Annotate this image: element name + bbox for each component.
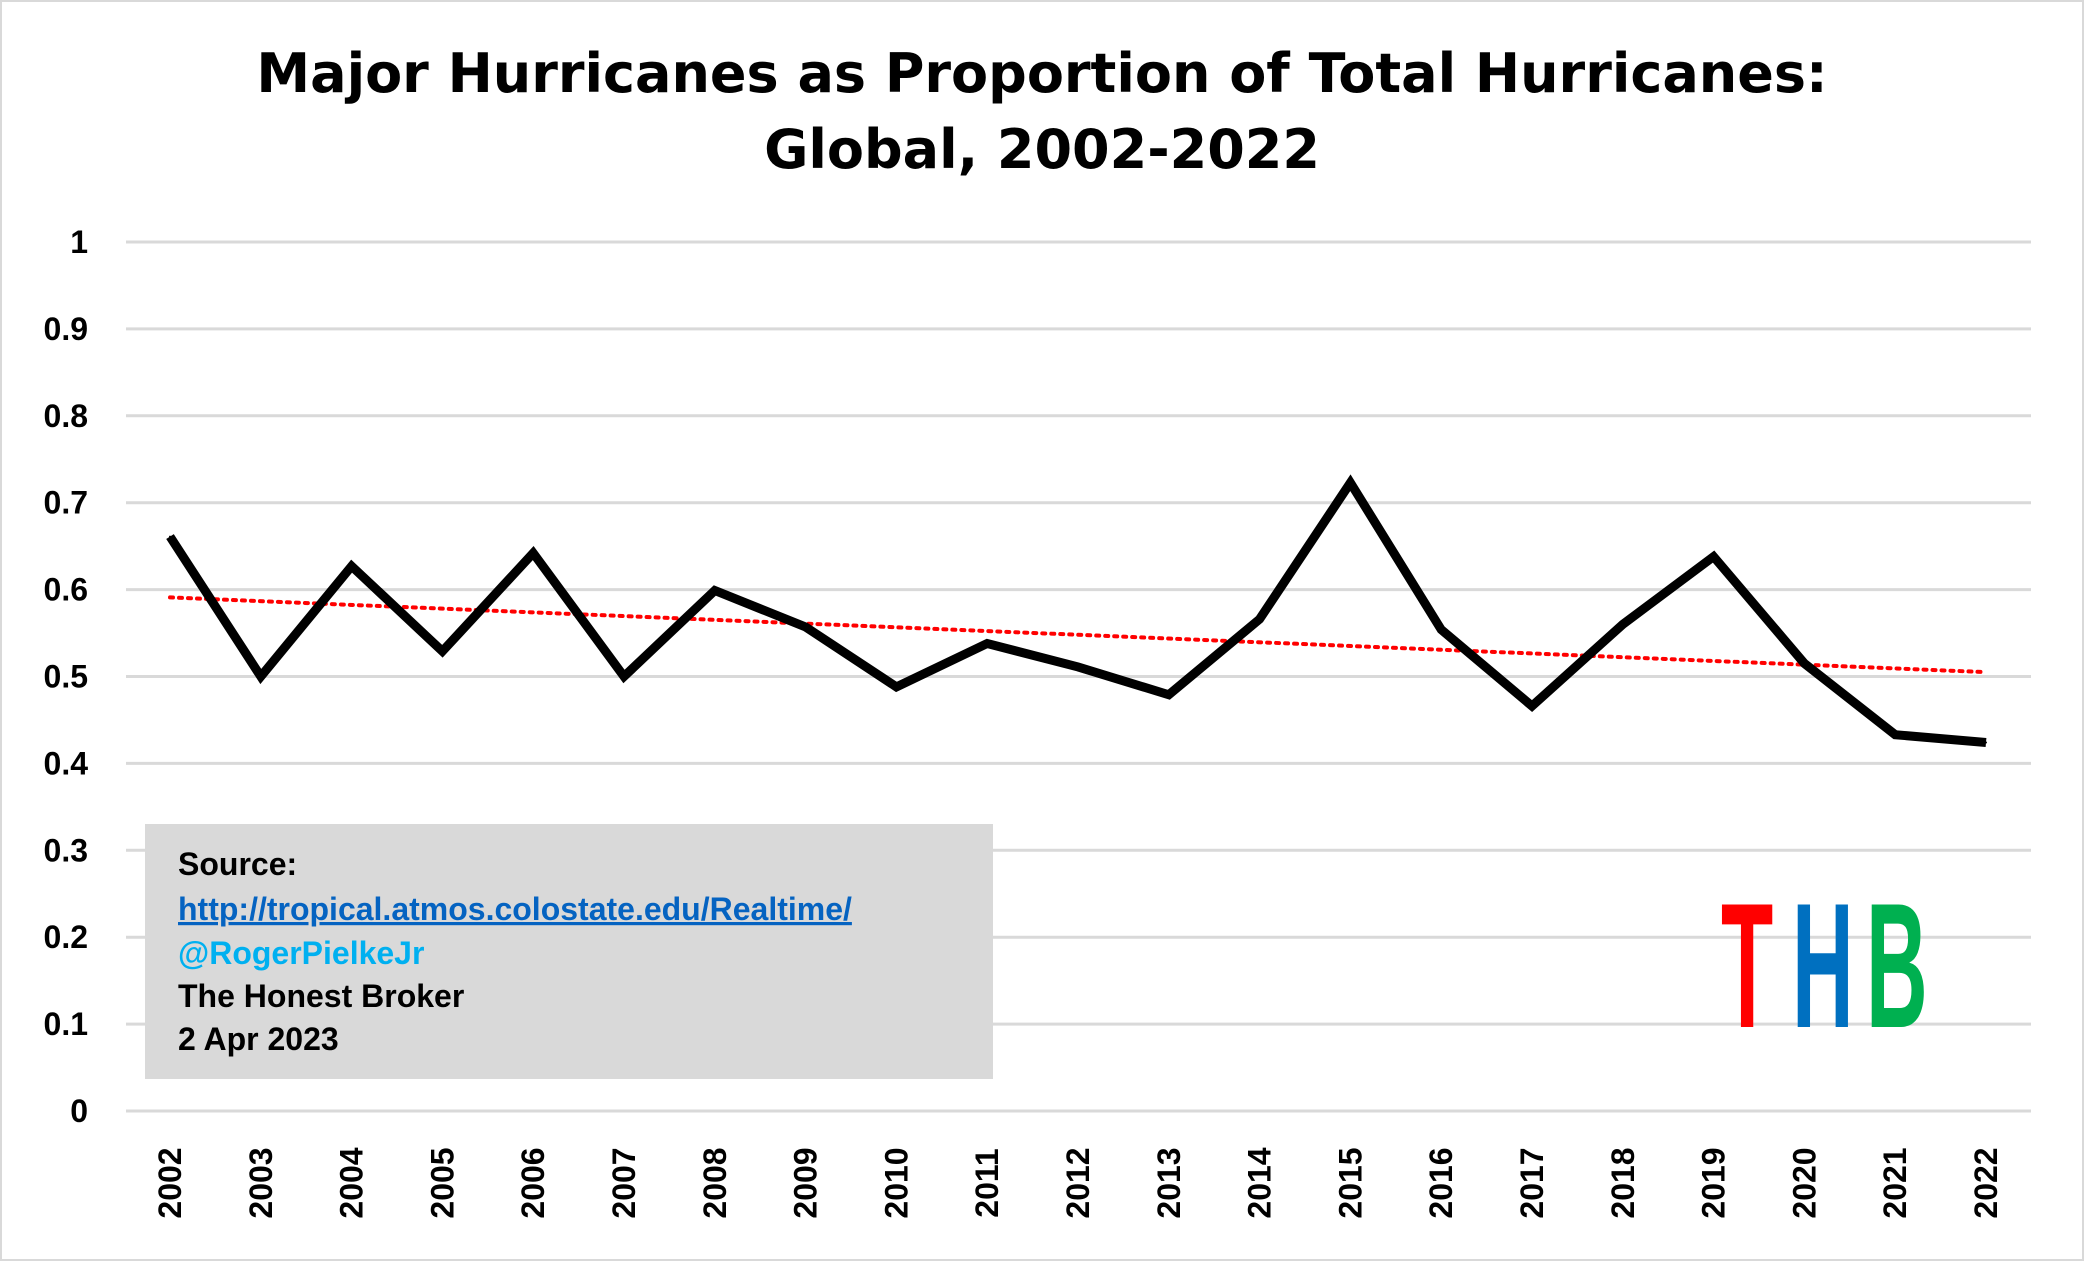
data-point [1077,665,1079,668]
data-point [713,589,716,592]
data-point [1258,618,1261,621]
data-point [169,535,171,538]
x-tick-label: 2016 [1423,1147,1459,1218]
x-tick-label: 2020 [1786,1147,1822,1218]
y-tick-label: 0.8 [44,398,88,434]
x-tick-label: 2005 [424,1147,460,1218]
data-point [1167,693,1170,696]
data-point [1531,705,1533,708]
x-tick-label: 2007 [606,1147,642,1218]
x-tick-label: 2019 [1696,1147,1732,1218]
x-tick-label: 2002 [152,1147,188,1218]
data-point [441,650,444,653]
data-point [895,685,898,688]
data-point [1803,662,1806,665]
y-tick-label: 0.2 [44,919,88,955]
publication-name: The Honest Broker [178,978,464,1014]
data-point [532,552,535,555]
data-point [1621,623,1624,626]
x-tick-label: 2010 [878,1147,914,1218]
data-point [1894,733,1897,736]
y-tick-label: 0.5 [44,659,88,695]
chart-title-line-1: Major Hurricanes as Proportion of Total … [256,42,1827,105]
x-tick-label: 2009 [788,1147,824,1218]
data-point [350,565,353,568]
x-tick-label: 2008 [697,1147,733,1218]
y-tick-label: 0.3 [44,832,88,868]
series-line [166,474,1987,748]
x-tick-label: 2013 [1151,1147,1187,1218]
author-handle[interactable]: @RogerPielkeJr [178,935,424,971]
x-tick-label: 2014 [1242,1147,1278,1218]
y-tick-label: 0.6 [44,572,88,608]
logo-letter-t: T [1721,866,1773,1065]
y-tick-label: 0.4 [44,745,89,781]
x-tick-label: 2011 [969,1148,1005,1217]
data-point [623,675,625,678]
x-tick-label: 2012 [1060,1147,1096,1218]
chart-title-line-2: Global, 2002-2022 [764,118,1320,181]
data-point [1440,628,1443,631]
x-tick-label: 2018 [1605,1147,1641,1218]
x-tick-label: 2017 [1514,1147,1550,1218]
y-tick-label: 0.7 [44,485,88,521]
y-tick-label: 0 [70,1093,88,1129]
logo-letter-b: B [1866,866,1928,1065]
data-point [1349,481,1352,484]
publication-date: 2 Apr 2023 [178,1021,339,1057]
trend-line [168,595,1988,675]
data-point [259,675,262,678]
x-tick-label: 2021 [1877,1147,1913,1218]
source-box [145,824,993,1079]
y-tick-label: 1 [70,224,88,260]
data-point [804,625,807,628]
data-point [986,642,989,645]
data-point [1985,741,1987,744]
logo-letter-h: H [1792,866,1854,1065]
y-tick-label: 0.1 [44,1006,88,1042]
x-tick-label: 2015 [1332,1147,1368,1218]
x-tick-label: 2022 [1968,1147,2004,1218]
data-point [1712,555,1715,558]
x-tick-label: 2003 [243,1147,279,1218]
x-tick-label: 2006 [515,1147,551,1218]
source-label: Source: [178,846,297,882]
y-tick-label: 0.9 [44,311,88,347]
x-tick-label: 2004 [334,1147,370,1218]
source-link[interactable]: http://tropical.atmos.colostate.edu/Real… [178,891,852,927]
